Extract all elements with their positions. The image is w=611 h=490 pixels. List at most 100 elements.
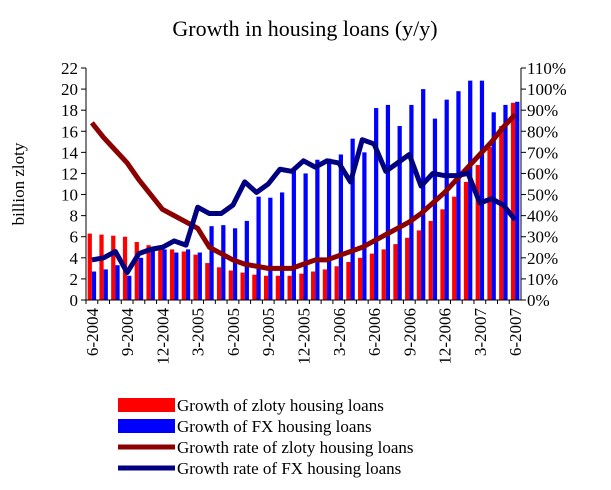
bar	[475, 165, 480, 300]
bar	[358, 257, 363, 300]
bar	[162, 249, 167, 300]
bar	[381, 249, 386, 300]
legend-swatch	[118, 398, 175, 412]
bar	[240, 272, 245, 300]
legend-label: Growth of zloty housing loans	[177, 396, 384, 415]
bar	[115, 265, 120, 300]
y2-tick-label: 70%	[527, 143, 558, 162]
y-tick-label: 14	[61, 143, 79, 162]
legend-label: Growth rate of FX housing loans	[177, 459, 401, 478]
bar	[416, 230, 422, 300]
bar	[468, 80, 473, 301]
x-tick-label: 9-2005	[259, 308, 278, 356]
bar	[181, 251, 186, 300]
bar	[232, 228, 238, 300]
bar	[209, 226, 214, 300]
bar	[456, 91, 461, 300]
y2-tick-label: 10%	[527, 270, 558, 289]
bar	[221, 225, 226, 300]
bar	[421, 89, 426, 300]
y2-tick-label: 100%	[527, 80, 567, 99]
legend-swatch	[118, 419, 175, 433]
bar	[409, 104, 414, 300]
x-tick-label: 12-2004	[153, 308, 172, 365]
y-axis-label: billion zloty	[9, 142, 28, 225]
bar	[146, 245, 151, 300]
y2-tick-label: 110%	[527, 59, 566, 78]
bar	[303, 173, 308, 300]
bar	[327, 158, 332, 300]
line	[91, 137, 518, 276]
bar	[510, 102, 516, 300]
y2-tick-label: 30%	[527, 228, 558, 247]
bar	[111, 235, 116, 300]
bar	[463, 181, 469, 300]
bar	[99, 234, 104, 300]
bar	[256, 196, 261, 300]
bar	[452, 196, 457, 300]
bar	[432, 118, 438, 300]
y2-tick-label: 0%	[527, 291, 550, 310]
bar	[174, 252, 179, 300]
y-tick-label: 4	[70, 249, 79, 268]
bar	[91, 271, 97, 300]
bar	[279, 192, 285, 300]
x-tick-label: 6-2005	[224, 308, 243, 356]
bar	[134, 242, 139, 300]
y-tick-label: 0	[70, 291, 79, 310]
y-tick-label: 16	[61, 122, 78, 141]
bar	[158, 247, 163, 300]
y-tick-label: 2	[70, 270, 79, 289]
x-tick-label: 9-2004	[118, 308, 137, 357]
bar	[338, 154, 344, 300]
bar	[299, 273, 304, 300]
bar	[405, 237, 410, 300]
y2-tick-label: 90%	[527, 101, 558, 120]
y2-tick-label: 50%	[527, 186, 558, 205]
bar	[515, 101, 520, 300]
y2-tick-label: 60%	[527, 164, 558, 183]
bar	[150, 247, 155, 300]
bar	[346, 262, 351, 300]
bar	[193, 254, 198, 300]
bar	[393, 244, 398, 300]
x-tick-label: 3-2007	[471, 308, 490, 357]
y-tick-label: 8	[70, 207, 79, 226]
legend-label: Growth rate of zloty housing loans	[177, 438, 414, 457]
y-tick-label: 12	[61, 164, 78, 183]
bar	[197, 252, 202, 300]
bar	[479, 80, 485, 301]
bar	[397, 126, 402, 300]
bar	[440, 209, 445, 300]
bar	[263, 275, 269, 300]
x-tick-label: 12-2005	[295, 308, 314, 365]
bar	[374, 108, 379, 300]
bar	[87, 233, 92, 300]
bar	[385, 104, 391, 300]
bar	[334, 266, 339, 300]
bar	[444, 99, 449, 301]
x-tick-label: 6-2007	[506, 308, 525, 357]
bar	[287, 275, 292, 300]
bar	[185, 249, 191, 300]
y2-tick-label: 20%	[527, 249, 558, 268]
bar	[268, 197, 273, 300]
x-tick-label: 12-2006	[436, 308, 455, 365]
bar	[503, 104, 508, 300]
y-tick-label: 18	[61, 101, 78, 120]
y2-tick-label: 40%	[527, 207, 558, 226]
bar	[291, 170, 296, 300]
y-tick-label: 20	[61, 80, 78, 99]
bar	[487, 147, 492, 300]
bar	[428, 220, 433, 300]
bar	[491, 112, 496, 300]
x-tick-label: 6-2006	[365, 308, 384, 356]
bar	[169, 249, 175, 300]
bar	[205, 263, 210, 300]
bar	[362, 152, 367, 300]
x-tick-label: 6-2004	[83, 308, 102, 357]
bar	[216, 267, 222, 300]
bar	[322, 269, 328, 300]
